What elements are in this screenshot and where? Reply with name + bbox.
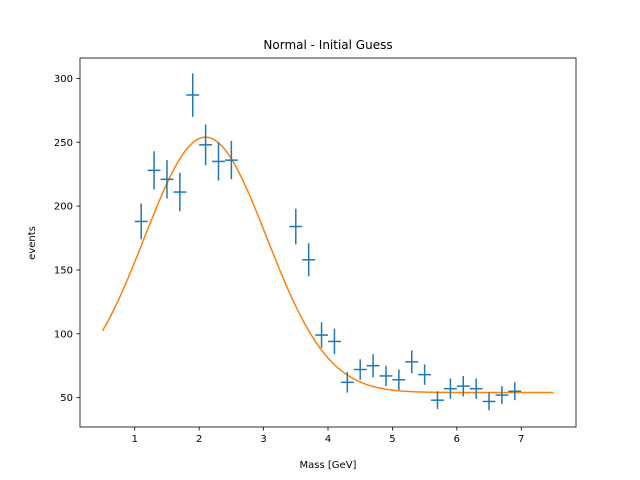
x-axis-label: Mass [GeV] — [300, 460, 357, 471]
data-point-9 — [289, 208, 303, 245]
data-point-25 — [495, 386, 509, 405]
x-tick-label-1: 1 — [132, 434, 138, 445]
y-tick-label-250: 250 — [54, 138, 73, 149]
data-point-20 — [431, 391, 444, 410]
data-point-1 — [134, 203, 148, 240]
data-point-8 — [224, 140, 238, 180]
chart-title: Normal - Initial Guess — [263, 38, 392, 52]
x-tick-label-5: 5 — [389, 434, 395, 445]
data-point-10 — [302, 243, 316, 277]
data-point-13 — [340, 372, 354, 393]
data-point-21 — [443, 378, 457, 399]
plot-area — [101, 73, 554, 411]
x-tick-label-6: 6 — [454, 434, 460, 445]
y-tick-label-200: 200 — [54, 202, 73, 213]
data-point-15 — [366, 354, 380, 378]
data-point-11 — [315, 322, 328, 348]
data-point-3 — [160, 160, 174, 199]
data-point-19 — [418, 364, 432, 385]
data-point-23 — [469, 378, 483, 399]
x-tick-label-2: 2 — [196, 434, 202, 445]
y-tick-label-100: 100 — [54, 329, 73, 340]
data-point-12 — [328, 328, 341, 355]
data-point-5 — [186, 73, 200, 117]
y-tick-label-50: 50 — [60, 393, 73, 404]
data-point-16 — [379, 365, 393, 387]
y-axis-label: events — [27, 226, 38, 260]
data-point-18 — [405, 350, 419, 374]
data-point-17 — [392, 369, 406, 390]
fit-curve — [101, 136, 554, 394]
data-point-4 — [173, 172, 187, 212]
x-tick-label-4: 4 — [325, 434, 331, 445]
data-point-24 — [482, 392, 496, 411]
y-tick-label-300: 300 — [54, 74, 73, 85]
data-point-14 — [353, 359, 367, 380]
data-point-26 — [508, 382, 522, 401]
x-tick-label-7: 7 — [518, 434, 524, 445]
y-tick-label-150: 150 — [54, 265, 73, 276]
data-point-6 — [199, 124, 213, 166]
x-tick-label-3: 3 — [260, 434, 266, 445]
data-point-22 — [456, 375, 470, 397]
data-point-7 — [212, 142, 225, 181]
axes: 1 2 3 4 5 6 7 50 100 150 200 250 300 — [54, 57, 577, 445]
data-point-2 — [147, 151, 161, 190]
